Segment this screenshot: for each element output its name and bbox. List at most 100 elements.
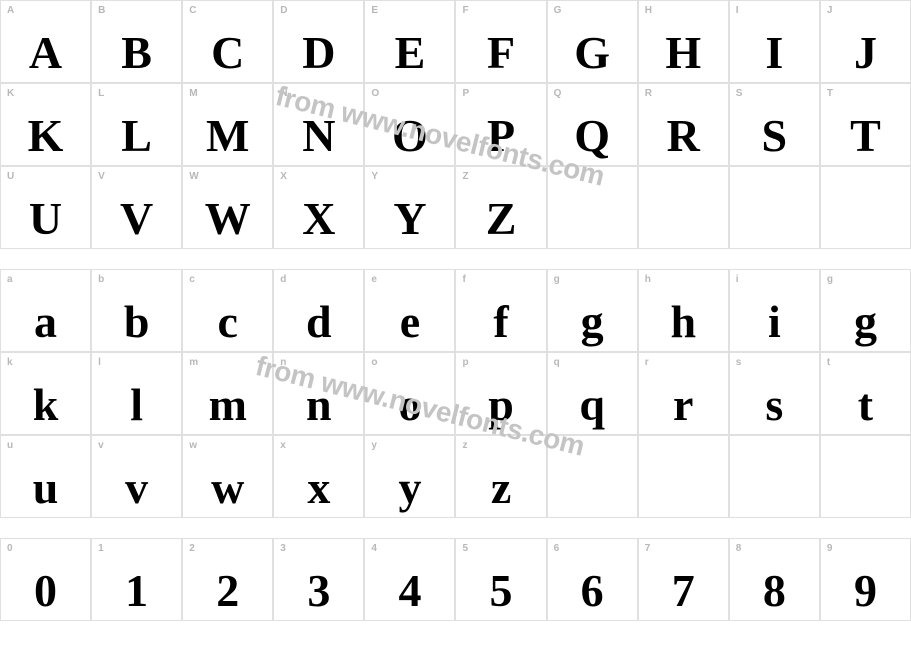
glyph-display: c xyxy=(183,299,272,345)
font-charmap: AABBCCDDEEFFGGHHIIJJKKLLMMNNOOPPQQRRSSTT… xyxy=(0,0,911,621)
glyph-cell: FF xyxy=(455,0,546,83)
glyph-display: y xyxy=(365,465,454,511)
charmap-row: UUVVWWXXYYZZ xyxy=(0,166,911,249)
glyph-display: 1 xyxy=(92,568,181,614)
glyph-display: v xyxy=(92,465,181,511)
glyph-cell: EE xyxy=(364,0,455,83)
glyph-cell: oo xyxy=(364,352,455,435)
glyph-label: m xyxy=(189,357,198,368)
glyph-cell: CC xyxy=(182,0,273,83)
glyph-label: l xyxy=(98,357,101,368)
glyph-label: e xyxy=(371,274,377,285)
glyph-display: 5 xyxy=(456,568,545,614)
glyph-label: h xyxy=(645,274,651,285)
glyph-cell: TT xyxy=(820,83,911,166)
glyph-display: M xyxy=(183,113,272,159)
glyph-cell: ee xyxy=(364,269,455,352)
glyph-label: 0 xyxy=(7,543,13,554)
glyph-display: H xyxy=(639,30,728,76)
glyph-label: k xyxy=(7,357,13,368)
glyph-cell: 11 xyxy=(91,538,182,621)
glyph-display: L xyxy=(92,113,181,159)
charmap-row: KKLLMMNNOOPPQQRRSSTT xyxy=(0,83,911,166)
glyph-display: Y xyxy=(365,196,454,242)
glyph-display: C xyxy=(183,30,272,76)
glyph-label: R xyxy=(645,88,652,99)
glyph-cell: aa xyxy=(0,269,91,352)
glyph-cell: kk xyxy=(0,352,91,435)
glyph-cell-empty xyxy=(729,435,820,518)
glyph-cell: 77 xyxy=(638,538,729,621)
glyph-cell: UU xyxy=(0,166,91,249)
glyph-display: d xyxy=(274,299,363,345)
glyph-display: D xyxy=(274,30,363,76)
glyph-label: I xyxy=(736,5,739,16)
glyph-cell: NN xyxy=(273,83,364,166)
glyph-label: 4 xyxy=(371,543,377,554)
glyph-display: a xyxy=(1,299,90,345)
glyph-label: G xyxy=(554,5,562,16)
glyph-cell: dd xyxy=(273,269,364,352)
glyph-label: c xyxy=(189,274,195,285)
glyph-cell: GG xyxy=(547,0,638,83)
glyph-label: Q xyxy=(554,88,562,99)
glyph-display: A xyxy=(1,30,90,76)
glyph-label: s xyxy=(736,357,742,368)
glyph-label: b xyxy=(98,274,104,285)
glyph-cell-empty xyxy=(820,435,911,518)
glyph-label: V xyxy=(98,171,105,182)
glyph-label: g xyxy=(554,274,560,285)
glyph-label: U xyxy=(7,171,14,182)
glyph-cell: 66 xyxy=(547,538,638,621)
glyph-label: f xyxy=(462,274,465,285)
glyph-label: F xyxy=(462,5,468,16)
glyph-display: X xyxy=(274,196,363,242)
glyph-label: n xyxy=(280,357,286,368)
glyph-display: g xyxy=(548,299,637,345)
glyph-display: 0 xyxy=(1,568,90,614)
glyph-cell: yy xyxy=(364,435,455,518)
glyph-cell: ff xyxy=(455,269,546,352)
glyph-cell: mm xyxy=(182,352,273,435)
glyph-cell: II xyxy=(729,0,820,83)
glyph-label: 9 xyxy=(827,543,833,554)
glyph-display: r xyxy=(639,382,728,428)
glyph-cell: zz xyxy=(455,435,546,518)
glyph-label: x xyxy=(280,440,286,451)
glyph-display: e xyxy=(365,299,454,345)
glyph-label: 1 xyxy=(98,543,104,554)
glyph-cell: rr xyxy=(638,352,729,435)
glyph-cell: RR xyxy=(638,83,729,166)
glyph-display: P xyxy=(456,113,545,159)
glyph-display: W xyxy=(183,196,272,242)
charmap-row: AABBCCDDEEFFGGHHIIJJ xyxy=(0,0,911,83)
glyph-display: B xyxy=(92,30,181,76)
glyph-label: u xyxy=(7,440,13,451)
glyph-label: Y xyxy=(371,171,378,182)
glyph-label: 2 xyxy=(189,543,195,554)
glyph-display: I xyxy=(730,30,819,76)
glyph-display: k xyxy=(1,382,90,428)
glyph-cell: LL xyxy=(91,83,182,166)
charmap-section-digits: 00112233445566778899 xyxy=(0,538,911,621)
section-gap xyxy=(0,249,911,269)
glyph-cell: ll xyxy=(91,352,182,435)
glyph-display: E xyxy=(365,30,454,76)
glyph-display: J xyxy=(821,30,910,76)
glyph-display: z xyxy=(456,465,545,511)
glyph-label: q xyxy=(554,357,560,368)
charmap-section-uppercase: AABBCCDDEEFFGGHHIIJJKKLLMMNNOOPPQQRRSSTT… xyxy=(0,0,911,249)
glyph-display: o xyxy=(365,382,454,428)
glyph-cell: bb xyxy=(91,269,182,352)
glyph-display: O xyxy=(365,113,454,159)
glyph-cell: WW xyxy=(182,166,273,249)
glyph-cell-empty xyxy=(547,166,638,249)
glyph-label: W xyxy=(189,171,198,182)
glyph-cell: OO xyxy=(364,83,455,166)
glyph-label: o xyxy=(371,357,377,368)
glyph-label: y xyxy=(371,440,377,451)
glyph-cell: qq xyxy=(547,352,638,435)
glyph-display: m xyxy=(183,382,272,428)
glyph-cell: 55 xyxy=(455,538,546,621)
glyph-display: 2 xyxy=(183,568,272,614)
